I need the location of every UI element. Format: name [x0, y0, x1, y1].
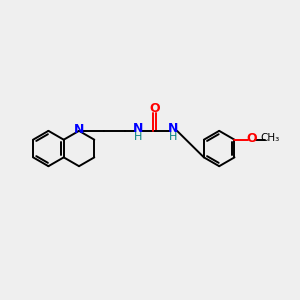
Text: N: N — [133, 122, 143, 135]
Text: O: O — [246, 132, 256, 145]
Text: N: N — [168, 122, 179, 135]
Text: N: N — [74, 123, 84, 136]
Text: H: H — [134, 132, 142, 142]
Text: H: H — [169, 132, 178, 142]
Text: O: O — [149, 102, 160, 115]
Text: CH₃: CH₃ — [261, 133, 280, 143]
